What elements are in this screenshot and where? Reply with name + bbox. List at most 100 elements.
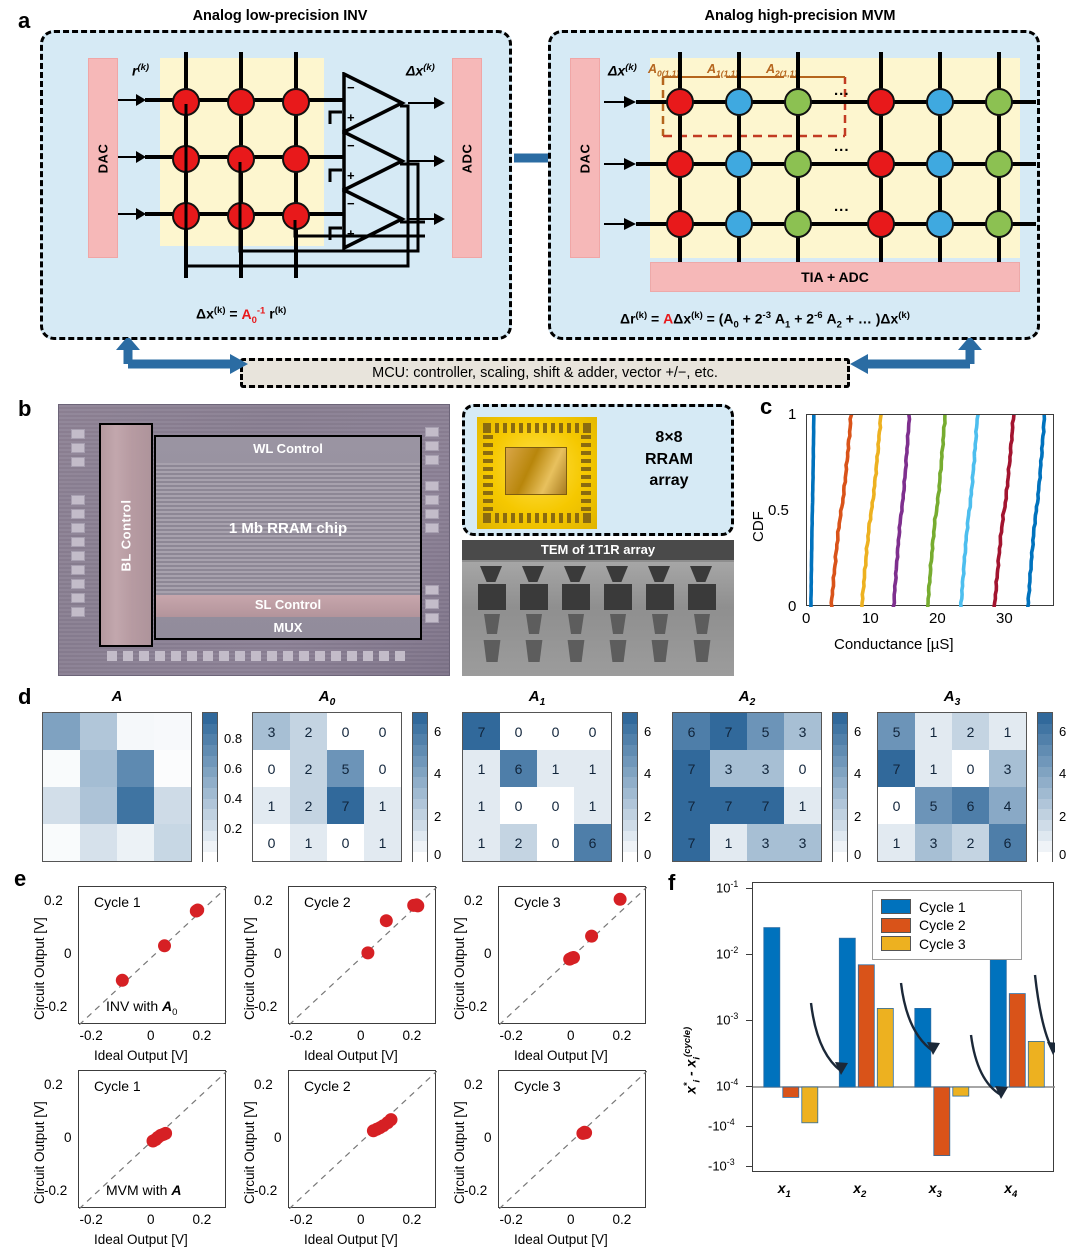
bond-pad (71, 495, 85, 505)
colorbar-tick: 0 (854, 846, 862, 862)
input-arrow-icon (604, 218, 636, 230)
heatmap-cell: 0 (253, 750, 290, 787)
heatmap-cell (117, 824, 154, 861)
matrix-title-2: A1 (528, 688, 546, 708)
ytick-mark (746, 954, 752, 955)
scatter-ylabel: Circuit Output [V] (32, 1101, 47, 1204)
colorbar-tick: 4 (434, 765, 442, 781)
scatter-xtick: 0.2 (612, 1212, 632, 1227)
bond-pad (71, 509, 85, 519)
output-arrow-icon (408, 155, 445, 167)
cycle-label-0: Cycle 1 (94, 894, 141, 910)
scatter-ytick: 0 (274, 946, 282, 961)
dac-left-label: DAC (95, 143, 111, 173)
heatmap-cell: 0 (952, 750, 989, 787)
tem-caption: TEM of 1T1R array (462, 540, 734, 560)
scatter-xtick: 0.2 (192, 1212, 212, 1227)
rram-cell (666, 150, 694, 178)
bond-pad (425, 481, 439, 491)
panel-label-f: f (668, 870, 676, 895)
error-category-3: x4 (1004, 1180, 1018, 1200)
panel-a-left-title: Analog low-precision INV (192, 8, 368, 24)
scatter-ytick: 0 (274, 1130, 282, 1145)
opamp-plus-3: + (347, 226, 355, 241)
dac-right-label: DAC (577, 143, 593, 173)
matrix-title-1: A0 (318, 688, 336, 708)
cdf-ytick-0: 0 (788, 598, 797, 615)
bar (952, 1086, 970, 1097)
sl-control-block (156, 595, 420, 617)
colorbar-tick: 6 (434, 723, 442, 739)
cdf-ylabel: CDF (750, 511, 767, 542)
scatter-xlabel: Ideal Output [V] (94, 1232, 188, 1247)
colorbar-tick: 0 (434, 846, 442, 862)
panel-e-scatter-grid: e Cycle 1 INV with A0 0.2 0 -0.2 -0.2 0 0.2 Idea… (0, 864, 660, 1247)
scatter-xlabel: Ideal Output [V] (514, 1232, 608, 1247)
heatmap-cell (154, 787, 191, 824)
rram-cell (926, 210, 954, 238)
rram-cell (784, 150, 812, 178)
legend-item: Cycle 2 (881, 917, 1013, 933)
heatmap-cell: 2 (290, 713, 327, 750)
bond-pad (71, 457, 85, 467)
cdf-ytick-1: 1 (788, 406, 797, 423)
cycle-label-2: Cycle 3 (514, 894, 561, 910)
scatter-dot (361, 946, 375, 960)
scatter-xtick: 0 (147, 1028, 155, 1043)
heatmap-cell: 3 (253, 713, 290, 750)
heatmap-cell: 1 (784, 787, 821, 824)
scatter-dot (384, 1113, 398, 1127)
colorbar-tick: 0 (1059, 846, 1067, 862)
scatter-ytick: 0 (484, 1130, 492, 1145)
legend-item: Cycle 3 (881, 936, 1013, 952)
heatmap-cell: 2 (290, 787, 327, 824)
scatter-xtick: 0 (357, 1028, 365, 1043)
trend-arrow-icon (969, 1034, 1002, 1097)
scatter-ylabel: Circuit Output [V] (242, 917, 257, 1020)
matrix-title-4: A3 (943, 688, 961, 708)
trend-arrow-icon (1033, 974, 1055, 1052)
chip-core-block: WL Control 1 Mb RRAM chip SL Control MUX (154, 435, 422, 640)
heatmap-cell: 3 (915, 824, 952, 861)
heatmap-cell (117, 787, 154, 824)
heatmap-cell: 0 (253, 824, 290, 861)
panel-label-e: e (14, 866, 27, 891)
method-note-3: MVM with A (106, 1182, 182, 1198)
cdf-xtick-20: 20 (929, 610, 946, 627)
heatmap-cell (43, 750, 80, 787)
bond-pad (425, 427, 439, 437)
rram-caption-line3: array (649, 472, 689, 490)
scatter-points (79, 887, 227, 1025)
scatter-dot (585, 929, 599, 943)
bond-pad (425, 509, 439, 519)
dac-left: DAC (88, 58, 118, 258)
heatmap-cell (154, 713, 191, 750)
wordline (636, 222, 1036, 226)
ellipsis-row2: ... (834, 138, 850, 155)
colorbar-2 (622, 712, 638, 863)
scatter-dot (411, 899, 425, 913)
scatter-points (79, 1071, 227, 1209)
scatter-xtick: 0 (567, 1212, 575, 1227)
panel-a-architecture: a Analog low-precision INV Analog high-p… (0, 0, 1080, 392)
heatmap-cell: 1 (710, 824, 747, 861)
wl-control-label: WL Control (253, 441, 323, 456)
heatmap-cell: 1 (463, 787, 500, 824)
rram-cell (725, 88, 753, 116)
scatter-xtick: 0.2 (402, 1028, 422, 1043)
cdf-plot-area (806, 414, 1054, 607)
colorbar-4 (1037, 712, 1053, 863)
scatter-plot-area-0 (78, 886, 227, 1025)
heatmap-cell (43, 824, 80, 861)
bond-pad (425, 495, 439, 505)
bar (763, 927, 781, 1088)
scatter-dot (158, 939, 171, 953)
scatter-dot (613, 892, 627, 906)
bond-pad (71, 537, 85, 547)
scatter-dot (115, 973, 129, 987)
ellipsis-row3: ... (834, 198, 850, 215)
input-arrow-icon (604, 96, 636, 108)
